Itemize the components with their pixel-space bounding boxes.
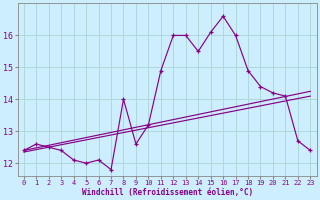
X-axis label: Windchill (Refroidissement éolien,°C): Windchill (Refroidissement éolien,°C)	[82, 188, 253, 197]
